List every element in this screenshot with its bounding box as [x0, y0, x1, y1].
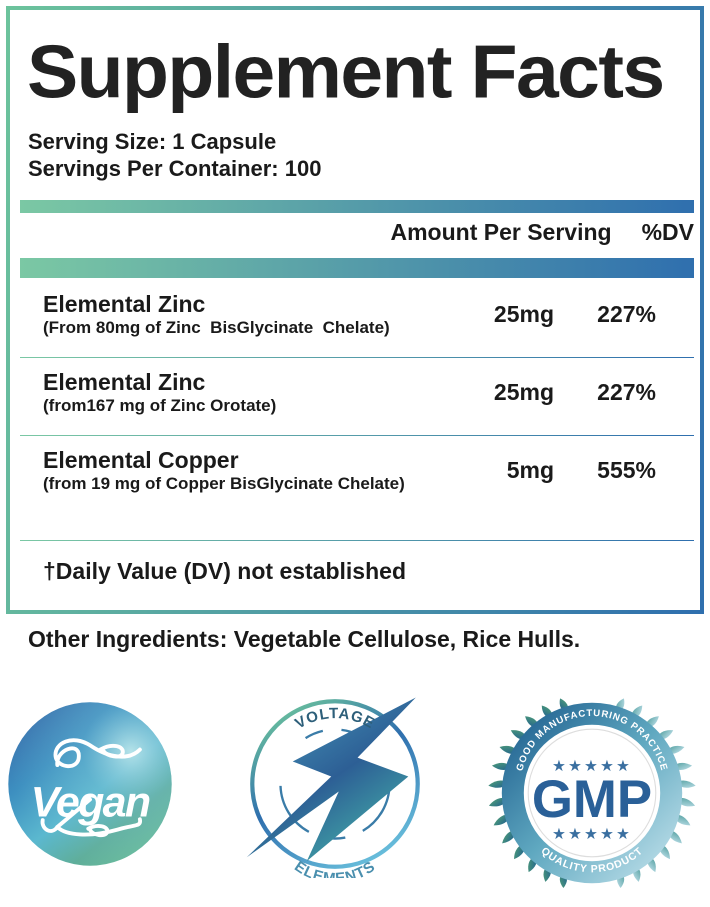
- svg-text:GMP: GMP: [532, 770, 652, 829]
- svg-text:VOLTAGE: VOLTAGE: [292, 705, 377, 732]
- svg-text:Vegan: Vegan: [31, 779, 150, 827]
- svg-text:★★★★★: ★★★★★: [552, 758, 632, 775]
- svg-text:★★★★★: ★★★★★: [552, 826, 632, 843]
